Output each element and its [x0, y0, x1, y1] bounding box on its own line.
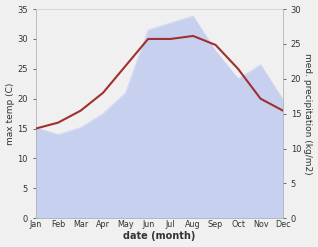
Y-axis label: max temp (C): max temp (C)	[5, 82, 15, 145]
X-axis label: date (month): date (month)	[123, 231, 196, 242]
Y-axis label: med. precipitation (kg/m2): med. precipitation (kg/m2)	[303, 53, 313, 174]
